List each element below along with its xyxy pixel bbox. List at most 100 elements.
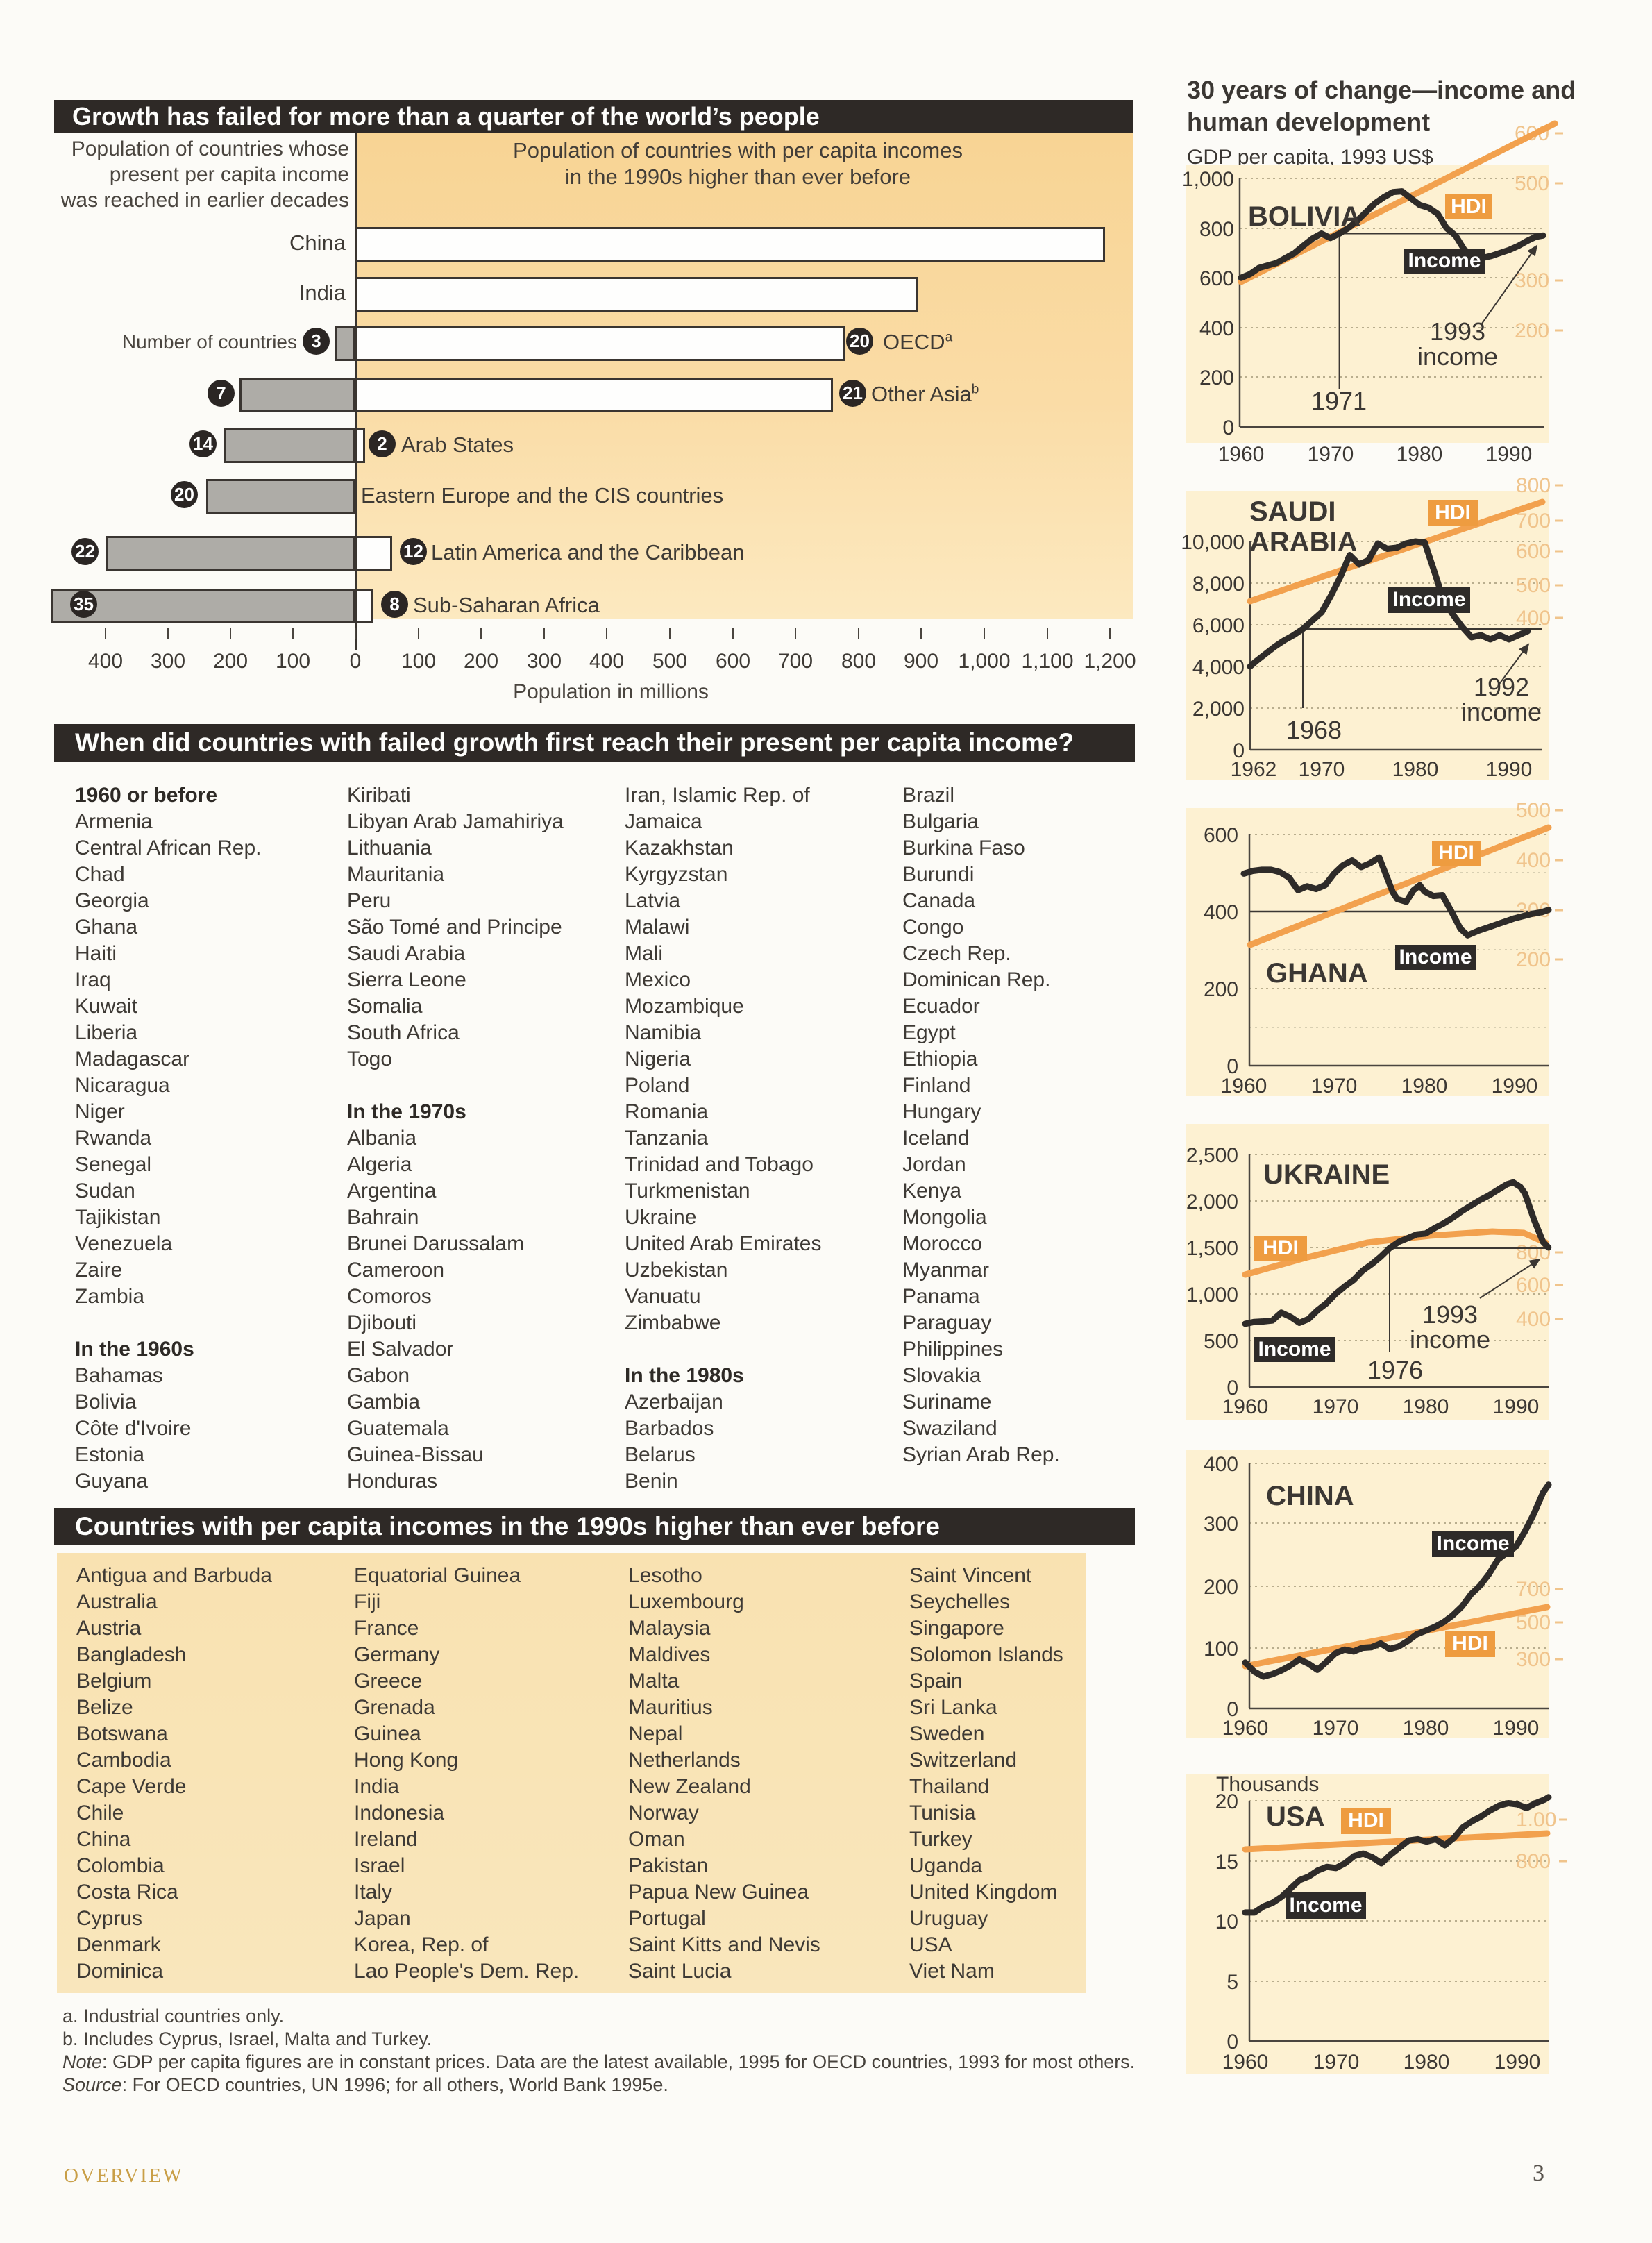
- svg-text:100: 100: [1204, 1638, 1238, 1661]
- svg-text:400: 400: [1516, 607, 1551, 630]
- svg-text:Income: Income: [1392, 588, 1465, 611]
- svg-text:1990: 1990: [1493, 1717, 1540, 1740]
- svg-text:1976: 1976: [1367, 1356, 1423, 1384]
- svg-text:1970: 1970: [1308, 443, 1354, 466]
- svg-text:1.00: 1.00: [1516, 1808, 1556, 1831]
- svg-text:HDI: HDI: [1452, 1632, 1488, 1655]
- svg-text:1993: 1993: [1422, 1300, 1478, 1329]
- svg-text:1,500: 1,500: [1186, 1237, 1238, 1260]
- svg-text:1993: 1993: [1430, 317, 1485, 346]
- svg-text:200: 200: [1204, 978, 1238, 1001]
- svg-text:600: 600: [1516, 1274, 1551, 1297]
- svg-text:8,000: 8,000: [1192, 573, 1245, 596]
- svg-text:500: 500: [1516, 574, 1551, 597]
- svg-text:1970: 1970: [1299, 758, 1345, 781]
- svg-text:200: 200: [1204, 1576, 1238, 1599]
- svg-text:HDI: HDI: [1435, 501, 1471, 524]
- svg-text:0: 0: [1227, 1377, 1238, 1400]
- svg-text:500: 500: [1516, 799, 1551, 822]
- svg-text:800: 800: [1199, 218, 1234, 241]
- svg-text:1990: 1990: [1493, 1395, 1540, 1418]
- svg-text:200: 200: [1199, 367, 1234, 389]
- svg-text:income: income: [1461, 698, 1542, 726]
- svg-text:Income: Income: [1399, 946, 1472, 968]
- svg-text:800: 800: [1516, 474, 1551, 497]
- svg-text:0: 0: [1227, 1698, 1238, 1721]
- svg-text:1968: 1968: [1286, 716, 1342, 744]
- svg-text:700: 700: [1516, 1578, 1551, 1601]
- svg-text:GDP per capita, 1993 US$: GDP per capita, 1993 US$: [1187, 146, 1433, 169]
- svg-text:300: 300: [1515, 269, 1549, 292]
- svg-text:1970: 1970: [1313, 1717, 1359, 1740]
- svg-text:HDI: HDI: [1451, 195, 1487, 218]
- svg-text:1980: 1980: [1403, 1395, 1449, 1418]
- svg-text:0: 0: [1227, 1055, 1238, 1078]
- svg-text:1980: 1980: [1397, 443, 1443, 466]
- svg-text:HDI: HDI: [1348, 1809, 1384, 1832]
- svg-text:1960: 1960: [1222, 1395, 1269, 1418]
- svg-text:10: 10: [1215, 1910, 1238, 1933]
- svg-text:300: 300: [1204, 1513, 1238, 1536]
- svg-text:600: 600: [1204, 824, 1238, 847]
- svg-text:400: 400: [1516, 849, 1551, 872]
- svg-text:1970: 1970: [1311, 1075, 1358, 1098]
- svg-text:Income: Income: [1289, 1894, 1362, 1917]
- svg-text:ARABIA: ARABIA: [1249, 527, 1358, 557]
- svg-text:600: 600: [1199, 267, 1234, 290]
- svg-text:30 years of change—income and: 30 years of change—income and: [1187, 76, 1576, 104]
- svg-text:500: 500: [1204, 1330, 1238, 1353]
- svg-text:CHINA: CHINA: [1266, 1481, 1354, 1511]
- svg-text:15: 15: [1215, 1851, 1238, 1874]
- svg-text:4,000: 4,000: [1192, 656, 1245, 679]
- svg-text:200: 200: [1515, 319, 1549, 342]
- svg-text:2,000: 2,000: [1192, 698, 1245, 721]
- svg-text:HDI: HDI: [1438, 841, 1474, 864]
- svg-text:1970: 1970: [1313, 2051, 1360, 2074]
- svg-text:10,000: 10,000: [1181, 531, 1245, 554]
- svg-text:0: 0: [1233, 739, 1245, 762]
- svg-text:1960: 1960: [1222, 1717, 1269, 1740]
- svg-text:1990: 1990: [1492, 1075, 1538, 1098]
- svg-text:1960: 1960: [1221, 1075, 1267, 1098]
- svg-text:5: 5: [1227, 1971, 1238, 1994]
- svg-text:income: income: [1410, 1325, 1490, 1354]
- svg-text:800: 800: [1516, 1850, 1551, 1873]
- svg-text:200: 200: [1516, 948, 1551, 971]
- svg-text:400: 400: [1204, 1453, 1238, 1476]
- svg-text:400: 400: [1516, 1308, 1551, 1331]
- svg-text:1970: 1970: [1313, 1395, 1359, 1418]
- svg-text:1990: 1990: [1486, 443, 1533, 466]
- svg-text:1971: 1971: [1311, 387, 1367, 415]
- svg-text:400: 400: [1199, 317, 1234, 340]
- svg-text:6,000: 6,000: [1192, 614, 1245, 637]
- svg-text:UKRAINE: UKRAINE: [1263, 1159, 1390, 1190]
- svg-text:GHANA: GHANA: [1266, 958, 1368, 989]
- svg-text:1980: 1980: [1401, 1075, 1448, 1098]
- svg-text:0: 0: [1227, 2031, 1238, 2053]
- svg-text:2,000: 2,000: [1186, 1191, 1238, 1213]
- svg-text:1980: 1980: [1392, 758, 1439, 781]
- svg-text:1,000: 1,000: [1182, 168, 1234, 191]
- svg-text:Income: Income: [1408, 249, 1481, 272]
- svg-text:1990: 1990: [1494, 2051, 1541, 2074]
- svg-text:1980: 1980: [1403, 1717, 1449, 1740]
- svg-text:500: 500: [1515, 172, 1549, 195]
- svg-text:Income: Income: [1258, 1338, 1331, 1361]
- svg-text:human development: human development: [1187, 108, 1430, 136]
- svg-text:2,500: 2,500: [1186, 1144, 1238, 1167]
- svg-text:SAUDI: SAUDI: [1249, 496, 1335, 527]
- svg-text:0: 0: [1222, 417, 1234, 439]
- svg-text:Thousands: Thousands: [1216, 1773, 1319, 1796]
- svg-text:1,000: 1,000: [1186, 1284, 1238, 1307]
- svg-text:1960: 1960: [1218, 443, 1265, 466]
- svg-text:1990: 1990: [1486, 758, 1533, 781]
- svg-text:Income: Income: [1436, 1532, 1509, 1555]
- svg-text:BOLIVIA: BOLIVIA: [1248, 201, 1360, 232]
- svg-text:1980: 1980: [1404, 2051, 1450, 2074]
- svg-text:1960: 1960: [1222, 2051, 1269, 2074]
- svg-text:400: 400: [1204, 901, 1238, 924]
- svg-text:300: 300: [1516, 1648, 1551, 1671]
- svg-text:1992: 1992: [1474, 673, 1529, 701]
- svg-text:income: income: [1417, 342, 1498, 371]
- svg-text:HDI: HDI: [1263, 1236, 1299, 1259]
